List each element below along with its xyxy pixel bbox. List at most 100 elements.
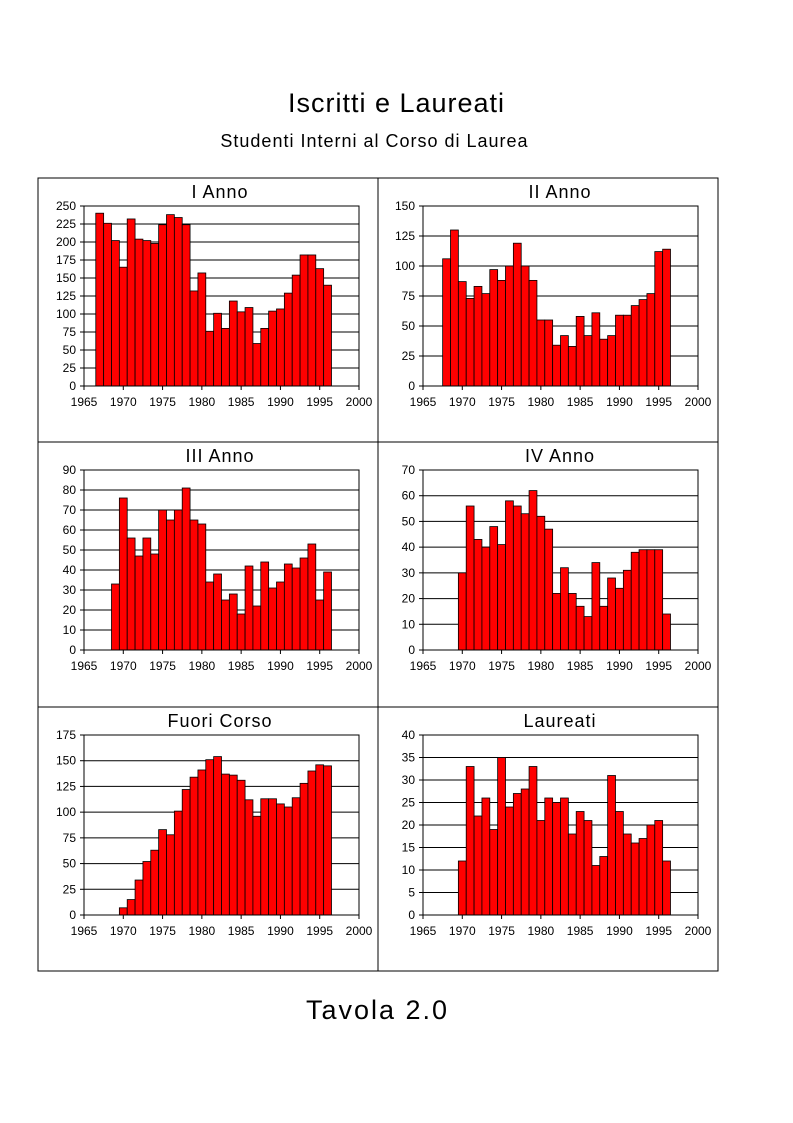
x-tick-label: 1990	[267, 924, 294, 938]
bar	[299, 557, 309, 651]
bar	[283, 292, 293, 387]
x-tick-label: 1990	[606, 924, 633, 938]
bar	[607, 775, 616, 916]
bar	[630, 551, 640, 651]
y-tick-label: 60	[402, 489, 416, 503]
y-tick-label: 25	[63, 882, 77, 896]
bar	[615, 811, 624, 916]
y-tick-label: 30	[63, 583, 77, 597]
y-tick-label: 150	[56, 754, 76, 768]
y-tick-label: 30	[402, 773, 416, 787]
x-tick-label: 1995	[306, 924, 333, 938]
y-tick-label: 0	[69, 908, 76, 922]
plot-frame	[83, 469, 360, 651]
x-tick-label: 1990	[267, 659, 294, 673]
y-tick-label: 70	[402, 463, 416, 477]
bar	[166, 214, 175, 387]
y-tick-label: 10	[402, 863, 416, 877]
bar	[536, 319, 546, 387]
x-tick-label: 1975	[149, 659, 176, 673]
y-tick-label: 100	[56, 307, 76, 321]
bar	[103, 222, 112, 387]
bar	[307, 543, 317, 651]
bar	[228, 300, 238, 387]
bar	[173, 810, 183, 916]
bar	[662, 860, 671, 916]
y-tick-label: 75	[63, 325, 77, 339]
bar	[197, 272, 207, 387]
chart-title: I Anno	[191, 182, 248, 202]
bar	[536, 820, 546, 916]
bar	[236, 779, 246, 916]
x-tick-label: 2000	[685, 659, 712, 673]
bar	[252, 815, 262, 916]
chart-title: II Anno	[528, 182, 591, 202]
bar	[591, 562, 601, 651]
bar	[591, 312, 601, 387]
chart-title: IV Anno	[525, 446, 595, 466]
chart-panel: III Anno 0 10 20 30 40 50 60 70 80 90 1965 1970 1975 1…	[63, 446, 373, 673]
y-tick-label: 20	[402, 818, 416, 832]
bar	[260, 561, 270, 651]
y-tick-label: 50	[63, 857, 77, 871]
bar	[505, 265, 514, 387]
y-tick-label: 25	[402, 349, 416, 363]
x-tick-label: 1990	[267, 395, 294, 409]
bar	[615, 587, 624, 651]
bar	[583, 335, 593, 387]
x-tick-label: 2000	[685, 924, 712, 938]
y-tick-label: 15	[402, 841, 416, 855]
bar	[552, 593, 561, 651]
bar	[189, 776, 199, 916]
bar	[315, 599, 325, 651]
bar	[166, 834, 175, 916]
x-tick-label: 1980	[189, 924, 216, 938]
y-tick-label: 0	[408, 908, 415, 922]
y-tick-label: 175	[56, 728, 76, 742]
bar	[615, 314, 624, 387]
bar	[599, 605, 609, 651]
bar	[197, 523, 207, 651]
bar	[646, 824, 656, 916]
bar	[95, 212, 105, 387]
bar	[315, 268, 325, 387]
bar	[544, 797, 554, 916]
bar	[268, 798, 277, 916]
bar	[213, 573, 222, 651]
bar	[599, 338, 609, 387]
bar	[583, 820, 593, 916]
bar	[213, 312, 222, 387]
bar	[134, 879, 144, 916]
bar	[481, 293, 491, 387]
bar	[505, 500, 514, 651]
y-tick-label: 80	[63, 483, 77, 497]
y-tick-label: 10	[63, 623, 77, 637]
x-tick-label: 1980	[189, 659, 216, 673]
y-tick-label: 50	[402, 514, 416, 528]
bar	[497, 544, 506, 651]
y-tick-label: 20	[63, 603, 77, 617]
bar	[205, 581, 215, 651]
bar	[150, 243, 160, 387]
bar	[638, 549, 648, 651]
bar	[575, 315, 585, 387]
bar	[244, 799, 254, 916]
bar	[213, 756, 222, 916]
bar	[111, 240, 120, 387]
bar	[228, 774, 238, 916]
bar	[481, 546, 491, 651]
bar	[307, 770, 317, 916]
x-tick-label: 1985	[228, 395, 255, 409]
bar	[457, 281, 467, 387]
bar	[236, 311, 246, 387]
y-tick-label: 50	[63, 343, 77, 357]
bar	[221, 599, 230, 651]
bar	[630, 305, 640, 387]
x-tick-label: 1995	[306, 659, 333, 673]
x-tick-label: 1975	[149, 924, 176, 938]
bar	[236, 613, 246, 651]
bar	[599, 856, 609, 916]
bar	[607, 577, 616, 651]
x-tick-label: 1985	[567, 924, 594, 938]
bar	[252, 343, 262, 387]
